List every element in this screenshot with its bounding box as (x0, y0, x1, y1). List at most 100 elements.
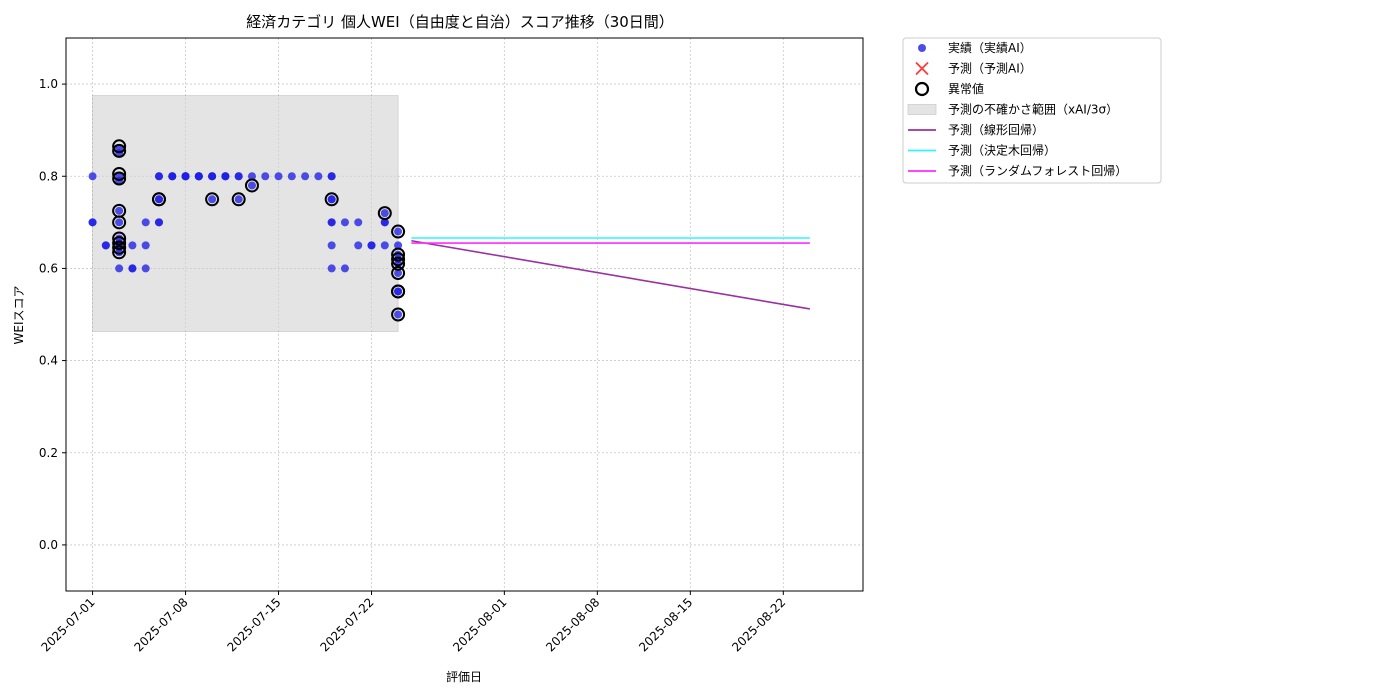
outlier-marker (112, 171, 127, 186)
data-point (101, 241, 110, 250)
data-point (327, 241, 336, 250)
uncertainty-band-layer (92, 95, 399, 332)
outlier-marker (391, 247, 406, 262)
outlier-marker (391, 224, 406, 239)
outlier-marker (112, 143, 127, 158)
outlier-marker (391, 284, 406, 299)
plot-frame (65, 37, 864, 592)
data-point (380, 241, 389, 250)
legend-label: 予測（決定木回帰） (948, 143, 1056, 158)
legend-box (902, 37, 1162, 184)
data-point (115, 264, 124, 273)
outlier-rings (112, 139, 406, 322)
data-point (154, 218, 163, 227)
x-tick-label: 2025-08-01 (450, 595, 509, 654)
data-point (115, 218, 124, 227)
legend-label: 予測（予測AI） (948, 62, 1032, 76)
legend-label: 予測（線形回帰） (948, 122, 1044, 137)
outlier-marker (112, 215, 127, 230)
outlier-marker (391, 256, 406, 271)
outlier-marker (112, 166, 127, 181)
x-tick-label: 2025-07-08 (131, 595, 190, 654)
x-axis-ticks: 2025-07-01 2025-07-08 2025-07-15 2025-07-22… (38, 591, 788, 654)
legend-swatch-actual (918, 44, 926, 52)
data-point (367, 241, 376, 250)
data-point (234, 195, 243, 204)
legend-label: 実績（実績AI） (948, 40, 1032, 55)
data-point (327, 218, 336, 227)
data-point (141, 218, 150, 227)
data-point (141, 264, 150, 273)
data-point (274, 172, 283, 181)
outlier-marker (391, 266, 406, 281)
outlier-marker (151, 192, 166, 207)
data-point (354, 241, 363, 250)
data-point (208, 172, 217, 181)
data-point (115, 206, 124, 215)
data-point (340, 218, 349, 227)
y-tick-label: 0.0 (39, 538, 58, 552)
x-tick-label: 2025-08-22 (729, 595, 788, 654)
y-tick-label: 1.0 (39, 77, 58, 91)
data-point (314, 172, 323, 181)
data-point (327, 264, 336, 273)
outlier-marker (112, 240, 127, 255)
uncertainty-band (92, 95, 399, 332)
outlier-marker (112, 236, 127, 251)
data-point (394, 241, 403, 250)
prediction-lines (411, 237, 811, 310)
data-point (128, 264, 137, 273)
y-tick-label: 0.6 (39, 261, 58, 275)
data-point (380, 209, 389, 218)
outlier-marker (244, 178, 259, 193)
x-tick-label: 2025-08-15 (636, 595, 695, 654)
data-point (234, 172, 243, 181)
outlier-marker (377, 206, 392, 221)
data-point (194, 172, 203, 181)
data-point (88, 218, 97, 227)
data-point (141, 241, 150, 250)
outlier-marker (205, 192, 220, 207)
legend-label: 予測の不確かさ範囲（xAI/3σ） (948, 102, 1118, 117)
outlier-marker (112, 245, 127, 260)
data-point (221, 172, 230, 181)
outlier-marker (324, 192, 339, 207)
data-point (88, 172, 97, 181)
outlier-marker (391, 307, 406, 322)
data-point (181, 172, 190, 181)
outlier-marker (112, 231, 127, 246)
data-point (394, 287, 403, 296)
data-point (380, 218, 389, 227)
data-point (301, 172, 310, 181)
legend-swatch-outlier (914, 81, 930, 97)
data-point (208, 195, 217, 204)
x-tick-label: 2025-07-01 (38, 595, 97, 654)
legend-label: 予測（ランダムフォレスト回帰） (948, 163, 1127, 178)
y-tick-label: 0.2 (39, 446, 58, 460)
data-point (247, 172, 256, 181)
data-point (394, 227, 403, 236)
chart-title: 経済カテゴリ 個人WEI（自由度と自治）スコア推移（30日間） (246, 13, 674, 31)
data-point (287, 172, 296, 181)
outlier-marker (391, 252, 406, 267)
data-point (128, 241, 137, 250)
data-point (261, 172, 270, 181)
x-tick-label: 2025-08-08 (543, 595, 602, 654)
data-point (354, 218, 363, 227)
legend-swatch-forecast-x (915, 61, 929, 76)
y-axis-ticks: 0.0 0.2 0.4 0.6 0.8 1.0 (39, 77, 66, 552)
data-point (340, 264, 349, 273)
legend-swatch-band (907, 104, 937, 115)
x-axis-label: 評価日 (446, 669, 482, 684)
data-point (394, 310, 403, 319)
legend-label: 異常値 (948, 81, 984, 96)
y-tick-label: 0.8 (39, 169, 58, 183)
x-tick-label: 2025-07-15 (224, 595, 283, 654)
data-point (327, 195, 336, 204)
y-tick-label: 0.4 (39, 354, 58, 368)
outlier-marker (231, 192, 246, 207)
prediction-line (411, 239, 811, 310)
data-point (168, 172, 177, 181)
